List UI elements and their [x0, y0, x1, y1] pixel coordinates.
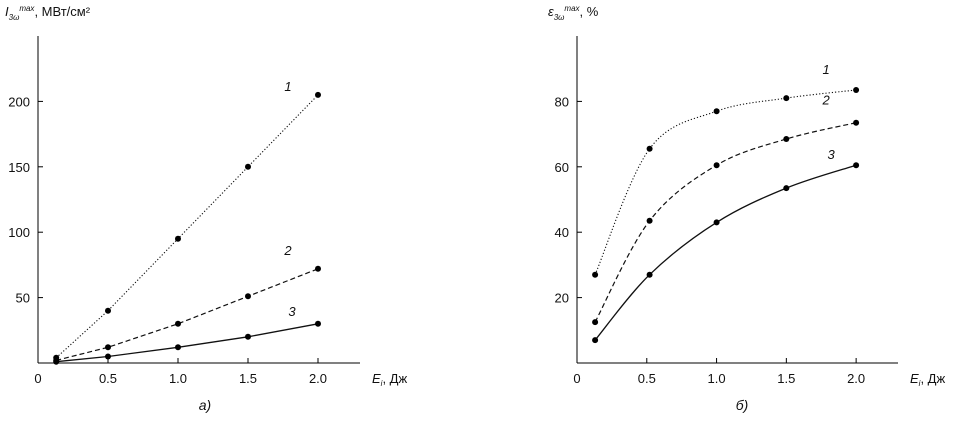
y-axis-unit: , МВт/см² — [34, 4, 90, 19]
y-axis-symbol: ε — [548, 4, 554, 19]
data-point — [783, 185, 790, 192]
data-point — [245, 163, 251, 170]
data-point — [245, 293, 251, 300]
y-tick-label: 60 — [555, 160, 569, 175]
data-point — [315, 91, 321, 98]
y-axis-symbol: I — [5, 4, 9, 19]
data-point — [646, 145, 653, 152]
data-point — [853, 87, 860, 93]
data-point — [105, 344, 111, 351]
series-line-1 — [55, 94, 319, 359]
series-label-1: 1 — [284, 79, 291, 94]
x-tick-label: 1.0 — [169, 371, 187, 386]
series-label-3: 3 — [288, 304, 296, 319]
x-axis-title: Ei, Дж — [910, 371, 945, 388]
series-label-3: 3 — [827, 147, 835, 162]
x-axis-symbol: E — [372, 371, 381, 386]
x-axis-unit: , Дж — [382, 371, 407, 386]
data-point — [175, 235, 181, 242]
y-axis-superscript: max — [564, 4, 580, 13]
y-axis-superscript: max — [19, 4, 35, 13]
x-tick-label: 1.5 — [239, 371, 257, 386]
data-point — [175, 320, 181, 327]
series-line-2 — [56, 268, 319, 361]
data-point — [53, 358, 60, 365]
data-point — [592, 337, 599, 344]
y-axis-unit: , % — [580, 4, 599, 19]
data-point — [783, 136, 790, 142]
x-axis-unit: , Дж — [920, 371, 945, 386]
data-point — [315, 320, 321, 327]
data-point — [646, 217, 653, 224]
chart-panel-1: 0.5 1.0 1.5 2.0 0 50 100 150 200 I3ωmax, МВт/см² E… — [5, 4, 407, 413]
data-point — [646, 271, 653, 278]
series-line-2 — [594, 122, 857, 323]
data-point — [713, 219, 720, 226]
data-point — [783, 95, 790, 102]
y-axis-title: ε3ωmax, % — [548, 4, 599, 22]
series-line-3 — [56, 323, 319, 363]
data-point — [175, 344, 181, 351]
x-axis-title: Ei, Дж — [372, 371, 407, 388]
series-line-1 — [594, 89, 857, 275]
x-tick-label: 0.5 — [99, 371, 117, 386]
data-point — [105, 307, 111, 314]
x-tick-label: 0.5 — [638, 371, 656, 386]
y-tick-label: 50 — [16, 291, 30, 306]
y-axis-subscript: 3ω — [554, 13, 565, 22]
y-tick-label: 80 — [555, 94, 569, 109]
panel-label: б) — [736, 397, 749, 413]
chart-panel-2: 0.5 1.0 1.5 2.0 0 20 40 60 80 ε3ωmax, % Ei, Дж б) 1 2… — [548, 4, 945, 413]
y-tick-label: 20 — [555, 291, 569, 306]
data-point — [713, 108, 720, 115]
x-tick-label: 1.5 — [777, 371, 795, 386]
series-label-2: 2 — [821, 93, 830, 108]
x-axis-subscript: i — [381, 379, 383, 388]
y-tick-label: 150 — [8, 160, 30, 175]
data-point — [315, 265, 321, 272]
y-axis-title: I3ωmax, МВт/см² — [5, 4, 91, 22]
series-label-2: 2 — [283, 243, 292, 258]
x-tick-label: 1.0 — [708, 371, 726, 386]
y-tick-label: 40 — [555, 225, 569, 240]
y-tick-label: 100 — [8, 225, 30, 240]
x-tick-label: 2.0 — [847, 371, 865, 386]
data-point — [245, 333, 251, 340]
data-point — [853, 162, 860, 169]
x-tick-label: 2.0 — [309, 371, 327, 386]
data-point — [592, 271, 599, 278]
x-axis-symbol: E — [910, 371, 919, 386]
series-label-1: 1 — [822, 62, 829, 77]
x-axis-subscript: i — [919, 379, 921, 388]
data-point — [105, 353, 111, 360]
series-line-3 — [594, 164, 857, 341]
data-point — [853, 119, 860, 126]
y-axis-subscript: 3ω — [9, 13, 20, 22]
y-tick-label: 200 — [8, 94, 30, 109]
panel-label: а) — [199, 397, 211, 413]
origin-label: 0 — [573, 371, 580, 386]
data-point — [713, 162, 720, 169]
origin-label: 0 — [34, 371, 41, 386]
data-point — [592, 319, 599, 326]
